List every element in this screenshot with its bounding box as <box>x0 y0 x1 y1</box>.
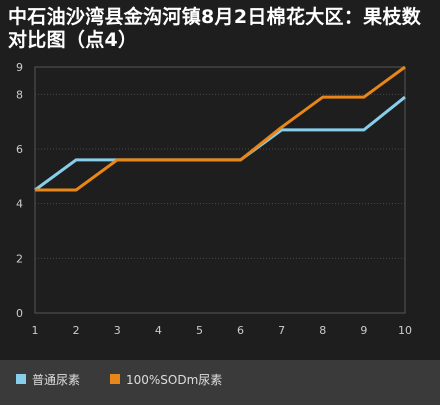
gridlines <box>35 93 405 259</box>
y-tick-label: 6 <box>16 143 23 156</box>
legend-label: 普通尿素 <box>32 372 81 387</box>
legend: 普通尿素 100%SODm尿素 <box>0 360 440 405</box>
x-tick-label: 1 <box>32 324 39 337</box>
x-tick-label: 5 <box>196 324 203 337</box>
chart-title: 中石油沙湾县金沟河镇8月2日棉花大区：果枝数对比图（点4） <box>8 6 422 51</box>
x-tick-label: 10 <box>398 324 412 337</box>
x-tick-label: 6 <box>237 324 244 337</box>
y-tick-label: 2 <box>16 252 23 265</box>
legend-swatch <box>16 374 26 384</box>
y-tick-labels: 0 2 4 6 8 9 <box>16 61 23 320</box>
x-tick-label: 4 <box>155 324 162 337</box>
legend-item[interactable]: 普通尿素 <box>16 372 81 387</box>
y-tick-label: 9 <box>16 61 23 74</box>
series-line-1 <box>34 95 406 192</box>
x-tick-labels: 1 2 3 4 5 6 7 8 9 10 <box>32 324 413 337</box>
y-tick-label: 8 <box>16 88 23 101</box>
x-tick-label: 3 <box>114 324 121 337</box>
legend-label: 100%SODm尿素 <box>126 372 223 387</box>
y-tick-label: 0 <box>16 307 23 320</box>
y-tick-label: 4 <box>16 198 23 211</box>
legend-item[interactable]: 100%SODm尿素 <box>110 372 223 387</box>
legend-swatch <box>110 374 120 384</box>
x-tick-label: 7 <box>278 324 285 337</box>
x-tick-label: 8 <box>319 324 326 337</box>
series-line-2 <box>35 65 406 192</box>
x-tick-label: 9 <box>360 324 367 337</box>
series-lines <box>34 65 406 192</box>
line-chart: 0 2 4 6 8 9 1 2 3 4 5 6 7 8 9 10 <box>16 61 413 337</box>
plot-frame <box>34 66 406 314</box>
x-tick-label: 2 <box>73 324 80 337</box>
